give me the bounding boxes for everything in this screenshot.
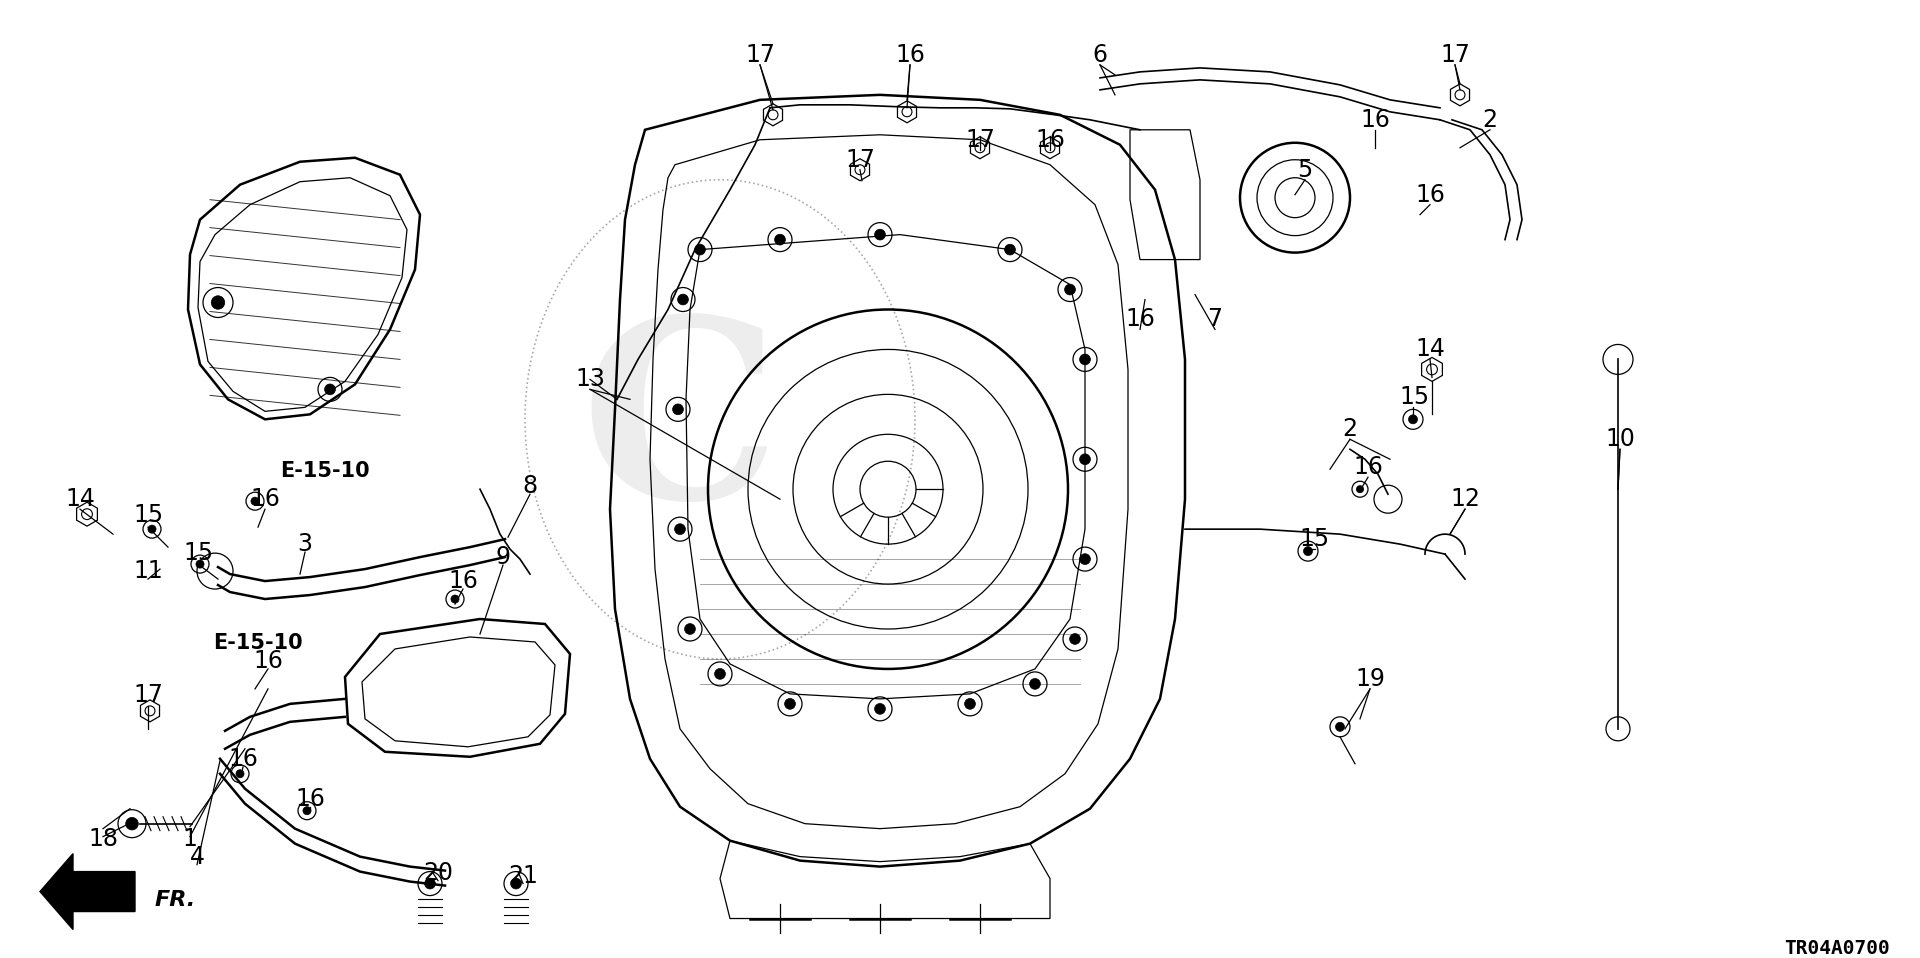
Circle shape xyxy=(785,698,795,709)
Circle shape xyxy=(672,404,684,415)
Circle shape xyxy=(1304,547,1313,556)
Text: 15: 15 xyxy=(132,503,163,527)
Text: 7: 7 xyxy=(1208,308,1223,331)
Circle shape xyxy=(876,703,885,715)
Circle shape xyxy=(1079,454,1091,465)
Text: 17: 17 xyxy=(132,683,163,707)
Text: 21: 21 xyxy=(509,863,538,888)
Text: FR.: FR. xyxy=(156,890,196,909)
Text: 16: 16 xyxy=(253,649,282,673)
Text: 4: 4 xyxy=(190,845,205,869)
Text: 1: 1 xyxy=(182,827,198,851)
Text: 17: 17 xyxy=(845,148,876,171)
Text: 16: 16 xyxy=(1359,108,1390,132)
Circle shape xyxy=(678,294,689,305)
Circle shape xyxy=(303,807,311,814)
Circle shape xyxy=(1069,633,1081,645)
Text: 11: 11 xyxy=(132,559,163,583)
Text: 18: 18 xyxy=(88,827,117,851)
Circle shape xyxy=(964,698,975,709)
Circle shape xyxy=(1029,678,1041,690)
Circle shape xyxy=(685,624,695,634)
Text: 15: 15 xyxy=(1400,385,1430,409)
Text: TR04A0700: TR04A0700 xyxy=(1784,940,1889,958)
Circle shape xyxy=(125,817,138,830)
Text: 17: 17 xyxy=(1440,43,1471,67)
Text: E-15-10: E-15-10 xyxy=(280,461,371,481)
Circle shape xyxy=(1079,554,1091,564)
Circle shape xyxy=(674,524,685,535)
Circle shape xyxy=(211,296,225,309)
Circle shape xyxy=(1336,722,1344,731)
Circle shape xyxy=(148,525,156,534)
Circle shape xyxy=(1004,244,1016,255)
Text: 16: 16 xyxy=(895,43,925,67)
Circle shape xyxy=(1079,354,1091,365)
Text: 8: 8 xyxy=(522,474,538,498)
Text: 16: 16 xyxy=(1125,308,1156,331)
Circle shape xyxy=(451,595,459,604)
Text: 9: 9 xyxy=(495,545,511,569)
Text: 3: 3 xyxy=(298,532,313,557)
Text: 13: 13 xyxy=(576,367,605,392)
Circle shape xyxy=(196,560,204,568)
Text: 20: 20 xyxy=(422,860,453,884)
Circle shape xyxy=(236,769,244,778)
Circle shape xyxy=(511,878,522,889)
Text: 19: 19 xyxy=(1356,667,1384,691)
Polygon shape xyxy=(40,854,134,929)
Text: 16: 16 xyxy=(296,787,324,810)
Text: 17: 17 xyxy=(966,127,995,151)
Text: 14: 14 xyxy=(65,488,94,512)
Circle shape xyxy=(1064,285,1075,295)
Text: 6: 6 xyxy=(1092,43,1108,67)
Text: E-15-10: E-15-10 xyxy=(213,633,303,653)
Text: 16: 16 xyxy=(1354,455,1382,479)
Text: 2: 2 xyxy=(1342,418,1357,442)
Circle shape xyxy=(1356,486,1363,492)
Circle shape xyxy=(424,878,436,889)
Text: 5: 5 xyxy=(1298,158,1313,182)
Text: 12: 12 xyxy=(1450,488,1480,512)
Text: 16: 16 xyxy=(1035,127,1066,151)
Text: 16: 16 xyxy=(1415,183,1446,207)
Text: C: C xyxy=(580,308,780,550)
Text: 15: 15 xyxy=(1300,527,1331,551)
Text: 2: 2 xyxy=(1482,108,1498,132)
Circle shape xyxy=(876,229,885,240)
Circle shape xyxy=(324,384,336,395)
Circle shape xyxy=(714,669,726,679)
Text: 15: 15 xyxy=(182,541,213,565)
Circle shape xyxy=(774,234,785,245)
Text: 16: 16 xyxy=(228,747,257,771)
Circle shape xyxy=(1409,415,1417,423)
Text: 14: 14 xyxy=(1415,337,1446,361)
Circle shape xyxy=(695,244,705,255)
Text: 10: 10 xyxy=(1605,427,1636,451)
Text: 17: 17 xyxy=(745,43,776,67)
Text: 16: 16 xyxy=(447,569,478,593)
Circle shape xyxy=(252,497,259,505)
Text: 16: 16 xyxy=(250,488,280,512)
